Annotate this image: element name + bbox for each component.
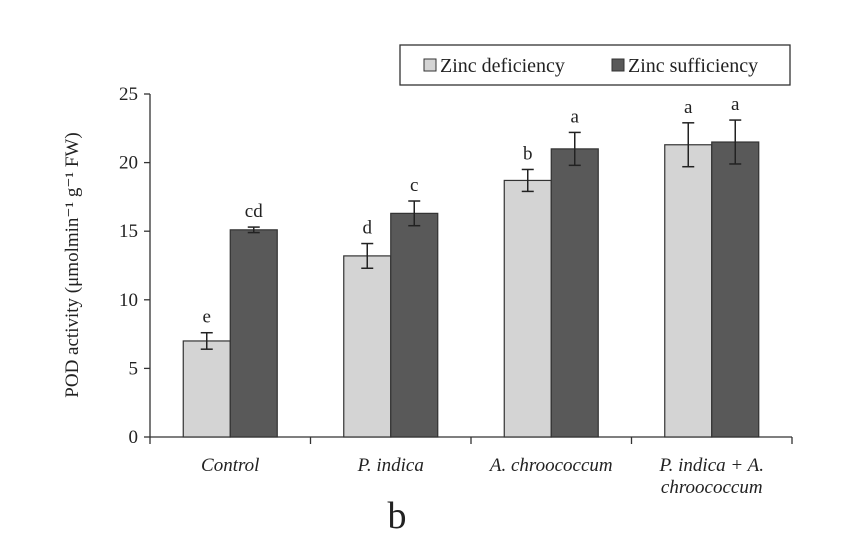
bar-sufficiency (550, 148, 599, 438)
bar-sufficiency (711, 141, 760, 438)
significance-letter: c (410, 175, 418, 196)
y-tick-label: 5 (129, 358, 139, 379)
significance-letter: a (571, 106, 580, 127)
plot-area: 0 5 10 15 20 25 e cd Control d c P. indica b a A. chro… (119, 84, 793, 498)
y-tick-label: 20 (119, 153, 138, 174)
x-category-label: A. chroococcum (488, 455, 613, 476)
significance-letter: b (523, 143, 533, 164)
x-category-label: Control (201, 455, 259, 476)
significance-letter: e (203, 307, 211, 328)
significance-letter: d (363, 218, 373, 239)
bar-deficiency (182, 340, 231, 438)
x-category-label: chroococcum (661, 477, 763, 498)
legend-swatch (611, 58, 625, 72)
x-category-label: P. indica + A. (659, 455, 764, 476)
y-tick-label: 0 (129, 427, 139, 448)
legend-box (399, 44, 791, 86)
significance-letter: cd (245, 201, 263, 222)
bar-sufficiency (390, 212, 439, 438)
significance-letter: a (684, 97, 693, 118)
legend: Zinc deficiency Zinc sufficiency (399, 44, 791, 86)
bar-deficiency (343, 255, 392, 438)
x-category-label: P. indica (357, 455, 424, 476)
legend-label: Zinc deficiency (440, 55, 565, 77)
bar-deficiency (664, 144, 713, 438)
significance-letter: a (731, 94, 740, 115)
y-axis-label: POD activity (μmolmin⁻¹ g⁻¹ FW) (62, 132, 83, 397)
bar-deficiency (503, 179, 552, 438)
bar-sufficiency (229, 229, 278, 438)
panel-label: b (388, 495, 407, 537)
y-tick-label: 10 (119, 290, 138, 311)
y-tick-label: 15 (119, 221, 138, 242)
legend-swatch (423, 58, 437, 72)
legend-label: Zinc sufficiency (628, 55, 758, 77)
y-tick-label: 25 (119, 84, 138, 105)
